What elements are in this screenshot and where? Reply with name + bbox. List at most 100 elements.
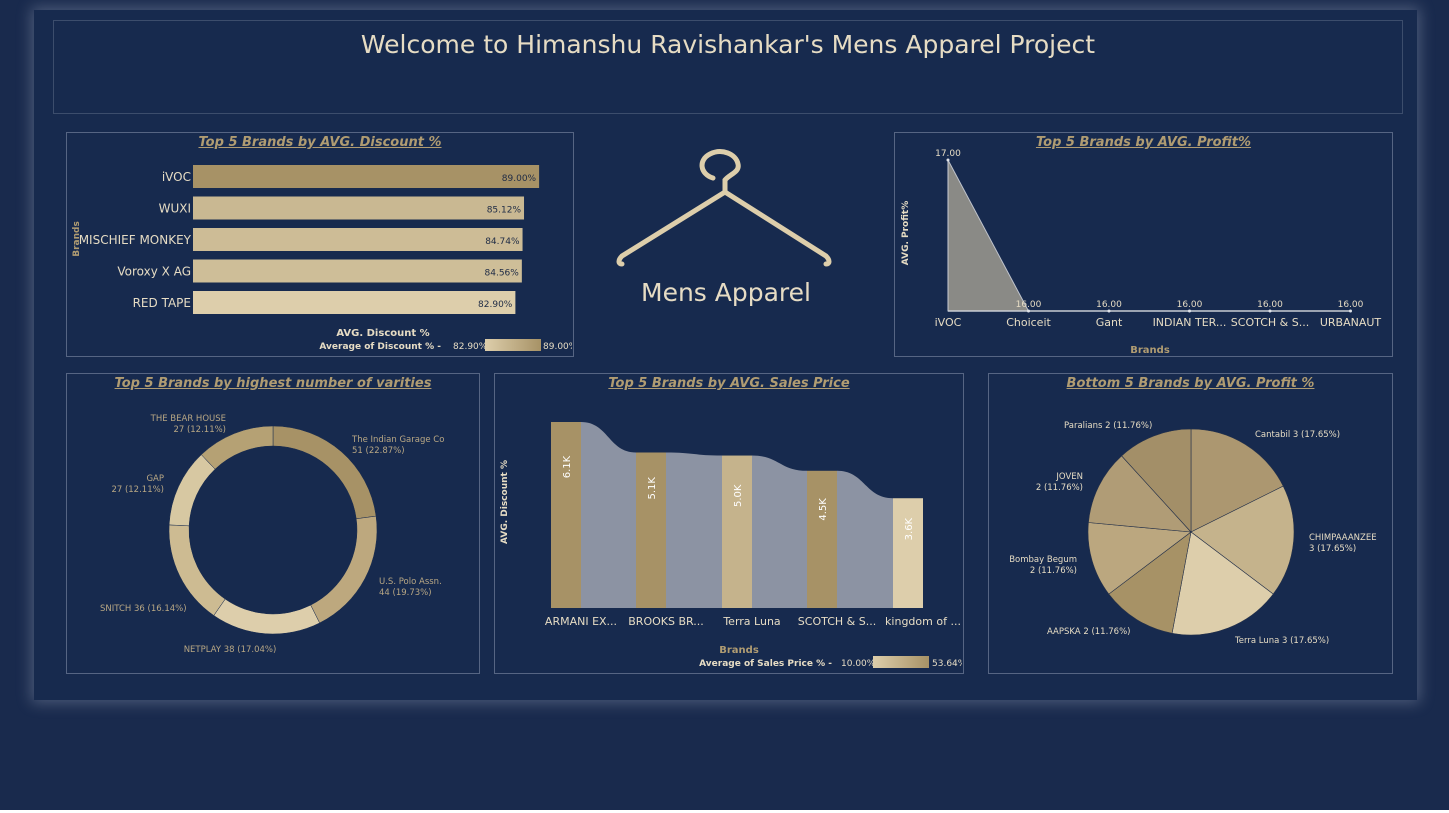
pie-slice: [1088, 455, 1192, 533]
sales-bar: [807, 470, 837, 608]
profit-point: [1349, 309, 1352, 313]
donut-slice-name: GAP: [146, 474, 164, 484]
profit-x-axis-title: Brands: [1130, 345, 1170, 355]
pie-slice-label: AAPSKA 2 (11.76%): [1047, 627, 1130, 637]
sales-legend-title: Average of Sales Price % -: [699, 659, 832, 669]
profit-data-label: 16.00: [1338, 300, 1364, 310]
sales-category-label: SCOTCH & S...: [798, 615, 876, 628]
profit-point: [946, 158, 950, 162]
varieties-chart-title: Top 5 Brands by highest number of variti…: [114, 376, 432, 391]
pie-slice-name: Bombay Begum: [1009, 555, 1077, 565]
discount-category-label: MISCHIEF MONKEY: [79, 233, 192, 247]
discount-bar: [193, 196, 525, 220]
bottom-profit-chart-title: Bottom 5 Brands by AVG. Profit %: [1066, 376, 1315, 391]
profit-category-label: Choiceit: [1006, 316, 1051, 329]
donut-slice: [310, 515, 378, 624]
pie-slice: [1190, 428, 1284, 533]
pie-slice: [1121, 428, 1192, 533]
profit-area: [947, 159, 1351, 312]
sales-chart: 6.1K ARMANI EX... 5.1K BROOKS BR... 5.0K Terr…: [500, 422, 962, 669]
pie-slice-label: Cantabil 3 (17.65%): [1255, 430, 1340, 440]
donut-slice: [168, 454, 216, 527]
profit-point: [1188, 309, 1191, 313]
profit-y-axis-title: AVG. Profit%: [901, 201, 911, 265]
discount-legend-gradient: [485, 339, 541, 351]
donut-slice-label: SNITCH 36 (16.14%): [100, 604, 187, 614]
sales-bar: [893, 498, 923, 608]
profit-data-label: 16.00: [1096, 300, 1122, 310]
discount-y-axis-title: Brands: [72, 221, 82, 257]
discount-chart-title: Top 5 Brands by AVG. Discount %: [198, 135, 442, 150]
sales-ribbon: [752, 455, 807, 608]
profit-category-label: Gant: [1096, 316, 1123, 329]
sales-bar: [722, 455, 752, 608]
donut-slice-value: 27 (12.11%): [173, 425, 226, 435]
discount-category-label: Voroxy X AG: [117, 265, 191, 279]
profit-data-label: 16.00: [1257, 300, 1283, 310]
sales-data-label: 6.1K: [562, 455, 573, 478]
discount-category-label: RED TAPE: [133, 296, 191, 310]
hanger-icon: [616, 149, 832, 267]
pie-slice: [1171, 531, 1274, 636]
profit-point: [1107, 309, 1111, 313]
sales-category-label: BROOKS BR...: [628, 615, 704, 628]
pie-slice-value: 2 (11.76%): [1030, 566, 1077, 576]
profit-chart-card[interactable]: Top 5 Brands by AVG. Profit% 17.00 iVOC 16…: [894, 132, 1393, 357]
pie-slice-label: Terra Luna 3 (17.65%): [1234, 636, 1329, 646]
sales-legend-gradient: [873, 656, 929, 668]
page-title: Welcome to Himanshu Ravishankar's Mens A…: [360, 30, 1096, 59]
sales-data-label: 5.0K: [733, 484, 744, 507]
discount-data-label: 84.74%: [485, 237, 520, 247]
donut-slice: [200, 425, 274, 470]
discount-chart: iVOC 89.00% WUXI 85.12% MISCHIEF MONKEY 84.74…: [72, 165, 572, 352]
discount-data-label: 85.12%: [487, 206, 522, 216]
discount-x-axis-title: AVG. Discount %: [336, 328, 429, 339]
discount-legend-max: 89.00%: [543, 342, 572, 352]
bottom-strip: [0, 810, 1449, 813]
donut-slice-name: THE BEAR HOUSE: [150, 414, 226, 424]
bottom-profit-chart-card[interactable]: Bottom 5 Brands by AVG. Profit % Cantabi…: [988, 373, 1393, 674]
logo-label: Mens Apparel: [641, 278, 811, 307]
discount-chart-card[interactable]: Top 5 Brands by AVG. Discount % iVOC 89.0…: [66, 132, 574, 357]
donut-slice-value: 51 (22.87%): [352, 446, 405, 456]
pie-slice: [1108, 531, 1192, 634]
sales-ribbon: [837, 470, 893, 608]
pie-slice-value: 3 (17.65%): [1309, 544, 1356, 554]
sales-chart-card[interactable]: Top 5 Brands by AVG. Sales Price 6.1K ARM…: [494, 373, 964, 674]
pie-slice-value: 2 (11.76%): [1036, 483, 1083, 493]
profit-chart-title: Top 5 Brands by AVG. Profit%: [1035, 135, 1252, 150]
discount-bar: [193, 165, 540, 188]
sales-category-label: ARMANI EX...: [545, 615, 617, 628]
sales-bar: [636, 452, 666, 608]
donut-slice: [213, 598, 320, 635]
profit-point: [1268, 309, 1272, 313]
sales-category-label: Terra Luna: [722, 615, 780, 628]
donut-slice: [168, 524, 226, 616]
sales-ribbon: [666, 452, 722, 608]
sales-bar: [551, 422, 581, 608]
sales-data-label: 3.6K: [904, 517, 915, 540]
header-banner: Welcome to Himanshu Ravishankar's Mens A…: [53, 20, 1403, 114]
discount-legend-min: 82.90%: [453, 342, 488, 352]
profit-category-label: iVOC: [935, 316, 962, 329]
discount-bar: [193, 259, 522, 283]
varieties-chart-card[interactable]: Top 5 Brands by highest number of variti…: [66, 373, 480, 674]
sales-data-label: 4.5K: [818, 498, 829, 521]
sales-x-axis-title: Brands: [719, 645, 759, 656]
pie-slice-name: CHIMPAAANZEE: [1309, 533, 1377, 543]
discount-category-label: iVOC: [162, 170, 191, 184]
logo: Mens Apparel: [610, 148, 842, 318]
pie-slice-name: JOVEN: [1055, 472, 1083, 482]
profit-data-label: 16.00: [1177, 300, 1203, 310]
discount-bar: [193, 228, 523, 251]
sales-ribbon: [581, 422, 636, 608]
profit-data-label: 16.00: [1016, 300, 1042, 310]
sales-data-label: 5.1K: [647, 477, 658, 500]
discount-data-label: 82.90%: [478, 300, 513, 310]
sales-legend-max: 53.64%: [932, 659, 962, 669]
discount-data-label: 84.56%: [485, 269, 520, 279]
profit-category-label: SCOTCH & S...: [1231, 316, 1309, 329]
profit-chart: 17.00 iVOC 16.00 Choiceit 16.00 Gant 16.00 INDI…: [901, 149, 1381, 355]
